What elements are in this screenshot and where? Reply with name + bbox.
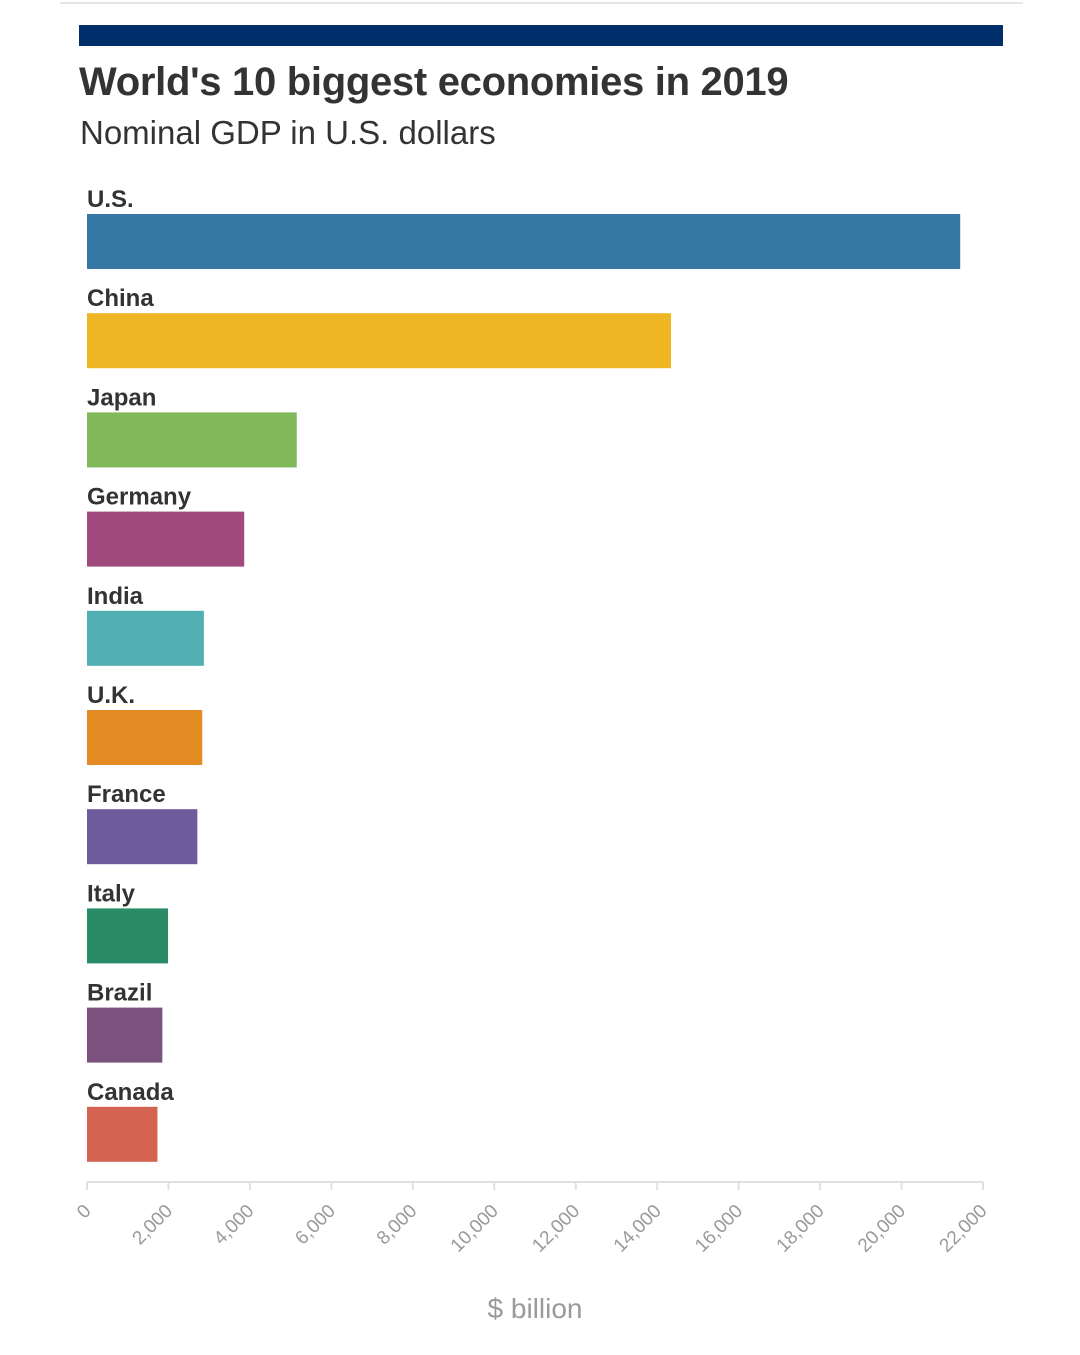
bar — [87, 1106, 158, 1162]
x-tick-label: 6,000 — [291, 1201, 339, 1249]
x-tick-label: 18,000 — [773, 1201, 829, 1257]
bar — [87, 313, 672, 369]
bar — [87, 214, 961, 269]
bar — [87, 809, 198, 865]
x-tick-label: 16,000 — [691, 1201, 747, 1257]
category-label: Japan — [87, 384, 156, 411]
chart-title: World's 10 biggest economies in 2019 — [79, 60, 789, 104]
category-label: Italy — [87, 880, 136, 907]
x-tick-label: 4,000 — [210, 1201, 258, 1249]
bar — [87, 908, 169, 964]
bar-chart: U.S. China Japan Germany India U.K. France Ital… — [73, 186, 992, 1257]
x-tick-label: 12,000 — [528, 1201, 584, 1257]
category-label: Canada — [87, 1079, 174, 1106]
header-band — [79, 25, 1003, 46]
chart-subtitle: Nominal GDP in U.S. dollars — [80, 114, 496, 151]
x-tick-label: 0 — [73, 1201, 95, 1223]
x-tick-label: 8,000 — [373, 1201, 421, 1249]
bar — [87, 710, 203, 765]
category-label: U.S. — [87, 186, 134, 213]
x-tick-label: 14,000 — [610, 1201, 666, 1257]
top-rule — [60, 2, 1023, 4]
x-tick-label: 22,000 — [936, 1201, 992, 1257]
x-axis-label: $ billion — [487, 1293, 583, 1324]
category-label: U.K. — [87, 682, 135, 709]
bar — [87, 610, 204, 666]
x-tick-label: 20,000 — [854, 1201, 910, 1257]
bar — [87, 412, 297, 468]
category-label: China — [87, 285, 154, 312]
category-label: France — [87, 781, 166, 808]
x-tick-label: 10,000 — [447, 1201, 503, 1257]
bar — [87, 1007, 163, 1063]
category-label: India — [87, 583, 144, 610]
category-label: Brazil — [87, 980, 152, 1007]
x-tick-label: 2,000 — [129, 1201, 177, 1249]
bar — [87, 511, 245, 567]
category-label: Germany — [87, 484, 192, 511]
